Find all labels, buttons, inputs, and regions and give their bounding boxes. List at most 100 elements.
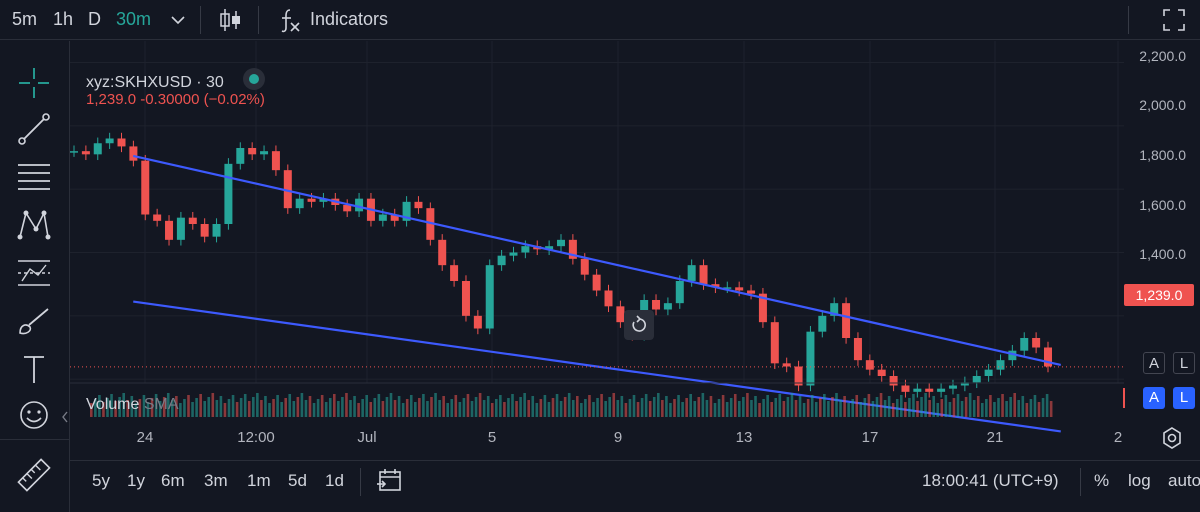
function-fx-icon[interactable]	[276, 6, 304, 34]
crosshair-icon[interactable]	[14, 65, 54, 101]
volume-bar	[381, 401, 385, 417]
trend-line-tool-icon[interactable]	[14, 111, 54, 147]
volume-bar	[316, 399, 320, 417]
volume-bar	[997, 398, 1000, 417]
volume-bar	[895, 399, 899, 417]
volume-bar	[94, 399, 97, 417]
volume-bar	[960, 401, 964, 417]
chevron-down-icon[interactable]	[168, 6, 188, 34]
volume-bar	[814, 402, 818, 417]
candle-body	[1020, 338, 1029, 351]
candle-body	[699, 265, 708, 285]
fullscreen-icon[interactable]	[1160, 6, 1188, 34]
timeframe-30m[interactable]: 30m	[116, 9, 152, 29]
volume-bar	[733, 394, 737, 417]
volume-bar	[150, 398, 154, 417]
timeframe-d[interactable]: D	[88, 9, 101, 29]
symbol-legend[interactable]: xyz:SKHXUSD · 30	[86, 63, 266, 92]
volume-bar	[806, 399, 810, 417]
range-6m[interactable]: 6m	[161, 471, 185, 490]
candlestick-chart-type-icon[interactable]	[216, 6, 244, 34]
text-tool-icon[interactable]	[14, 351, 54, 387]
current-price-tag: 1,239.0	[1124, 284, 1194, 306]
range-1y[interactable]: 1y	[127, 471, 145, 490]
auto-scale-button[interactable]: A	[1143, 352, 1165, 374]
candle-body	[93, 143, 102, 155]
volume-bar	[515, 401, 518, 417]
log-scale-button[interactable]: L	[1173, 352, 1195, 374]
volume-bar	[474, 397, 478, 417]
pattern-tool-icon[interactable]	[14, 207, 54, 243]
range-1d[interactable]: 1d	[325, 471, 344, 490]
volume-bar	[179, 403, 182, 417]
volume-bar	[503, 402, 506, 417]
market-status-icon[interactable]	[242, 67, 266, 91]
volume-bar	[446, 403, 449, 417]
auto-scale-toggle[interactable]: auto	[1168, 471, 1200, 490]
toolbar-divider	[1080, 468, 1081, 496]
candle-body	[319, 198, 328, 202]
timeframe-5m[interactable]: 5m	[12, 9, 38, 29]
volume-bar	[478, 393, 482, 417]
volume-auto-scale-button[interactable]: A	[1143, 387, 1165, 409]
indicators-button[interactable]: Indicators	[310, 9, 389, 29]
volume-bar	[239, 398, 243, 417]
collapse-toolbar-icon[interactable]	[60, 409, 70, 425]
range-5y[interactable]: 5y	[92, 471, 110, 490]
go-to-date-icon[interactable]	[375, 466, 405, 496]
forecast-tool-icon[interactable]	[14, 255, 54, 291]
candle-body	[129, 146, 138, 161]
price-chart[interactable]	[70, 41, 1124, 460]
volume-bar	[134, 403, 138, 417]
volume-bar	[1045, 394, 1049, 417]
reset-chart-button[interactable]	[624, 310, 654, 340]
time-axis-label: 13	[735, 429, 753, 446]
range-5d[interactable]: 5d	[288, 471, 307, 490]
candle-body	[1044, 347, 1052, 367]
volume-bar	[871, 401, 875, 417]
candle-body	[117, 138, 126, 147]
toolbar-divider	[360, 468, 361, 496]
volume-bar	[438, 400, 441, 417]
ruler-measure-icon[interactable]	[14, 457, 54, 493]
volume-bar	[940, 399, 944, 417]
emoji-tool-icon[interactable]	[14, 397, 54, 433]
timeframe-1h[interactable]: 1h	[53, 9, 74, 29]
volume-bar	[154, 394, 158, 417]
volume-marker	[1123, 388, 1125, 408]
brush-tool-icon[interactable]	[14, 303, 54, 339]
horizontal-lines-tool-icon[interactable]	[14, 159, 54, 195]
volume-legend[interactable]: Volume SMA	[86, 396, 179, 414]
candle-body	[806, 331, 815, 386]
volume-bar	[879, 393, 883, 417]
volume-bar	[365, 395, 368, 417]
volume-bar	[762, 399, 765, 417]
volume-log-scale-button[interactable]: L	[1173, 387, 1195, 409]
candle-body	[592, 274, 601, 291]
volume-bar	[665, 396, 668, 417]
range-3m[interactable]: 3m	[204, 471, 228, 490]
percent-scale-toggle[interactable]: %	[1094, 471, 1110, 490]
log-scale-toggle[interactable]: log	[1128, 471, 1151, 490]
candle-body	[711, 284, 720, 288]
candle-body	[557, 239, 565, 247]
clock-timezone[interactable]: 18:00:41 (UTC+9)	[922, 471, 1059, 490]
toolbar-divider	[258, 6, 259, 34]
volume-bar	[531, 396, 535, 417]
volume-bar	[863, 398, 867, 417]
time-axis-label: 12:00	[237, 429, 275, 446]
volume-bar	[956, 394, 960, 417]
toolbar-divider	[200, 6, 201, 34]
range-1m[interactable]: 1m	[247, 471, 271, 490]
settings-gear-icon[interactable]	[1158, 424, 1186, 452]
volume-bar	[499, 395, 502, 417]
volume-bar	[673, 399, 676, 417]
volume-bar	[426, 401, 429, 417]
volume-bar	[345, 393, 348, 417]
candle-body	[853, 338, 862, 361]
volume-bar	[304, 400, 308, 417]
volume-bar	[511, 394, 514, 417]
volume-bar	[932, 396, 935, 417]
volume-bar	[349, 400, 352, 417]
volume-bar	[1009, 397, 1012, 417]
